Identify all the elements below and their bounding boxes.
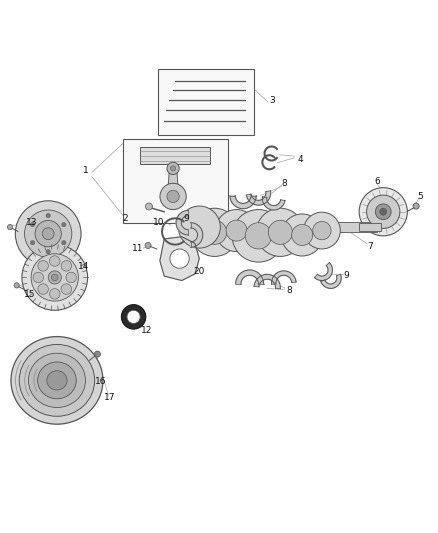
Bar — [123, 140, 228, 223]
Text: 4: 4 — [297, 155, 303, 164]
Bar — [158, 69, 254, 135]
Ellipse shape — [38, 362, 76, 399]
Circle shape — [375, 204, 391, 220]
Text: 12: 12 — [141, 326, 152, 335]
Circle shape — [245, 223, 272, 249]
Circle shape — [52, 274, 58, 281]
Text: 14: 14 — [78, 262, 89, 271]
Text: 17: 17 — [104, 393, 115, 402]
Circle shape — [178, 206, 220, 248]
Text: 16: 16 — [95, 377, 106, 386]
Circle shape — [22, 245, 88, 310]
Circle shape — [66, 272, 76, 282]
Text: 2: 2 — [122, 214, 127, 223]
Ellipse shape — [28, 353, 85, 408]
Circle shape — [167, 162, 179, 174]
Ellipse shape — [47, 371, 67, 390]
Ellipse shape — [11, 336, 103, 424]
Circle shape — [367, 195, 400, 229]
Circle shape — [127, 310, 140, 324]
Circle shape — [380, 208, 387, 215]
Circle shape — [30, 222, 35, 227]
Circle shape — [33, 272, 43, 282]
Circle shape — [62, 222, 66, 227]
Circle shape — [49, 256, 60, 266]
Text: 7: 7 — [367, 243, 373, 251]
Circle shape — [38, 284, 48, 294]
Polygon shape — [168, 165, 179, 194]
Circle shape — [281, 214, 323, 256]
Polygon shape — [262, 197, 285, 210]
Circle shape — [215, 209, 258, 252]
Circle shape — [232, 209, 285, 262]
Text: 11: 11 — [132, 245, 144, 254]
Text: 13: 13 — [26, 218, 37, 227]
Circle shape — [61, 284, 72, 294]
Circle shape — [167, 190, 179, 203]
Circle shape — [62, 240, 66, 245]
Text: 9: 9 — [183, 214, 189, 223]
Circle shape — [46, 213, 50, 218]
Text: 10: 10 — [153, 218, 164, 227]
Circle shape — [170, 166, 176, 171]
Circle shape — [268, 220, 293, 245]
Bar — [140, 147, 210, 164]
Circle shape — [145, 243, 151, 248]
Circle shape — [256, 208, 304, 256]
Polygon shape — [321, 274, 341, 288]
Polygon shape — [160, 237, 199, 280]
Circle shape — [413, 203, 419, 209]
Text: 5: 5 — [417, 192, 424, 201]
Circle shape — [313, 221, 331, 240]
Circle shape — [31, 254, 78, 301]
Polygon shape — [246, 191, 271, 205]
Circle shape — [38, 261, 48, 271]
Circle shape — [121, 304, 146, 329]
Text: 15: 15 — [24, 290, 35, 300]
Ellipse shape — [19, 344, 95, 416]
Circle shape — [30, 240, 35, 245]
Circle shape — [42, 228, 54, 239]
Circle shape — [94, 351, 100, 357]
Circle shape — [7, 224, 13, 230]
Text: 20: 20 — [194, 267, 205, 276]
Polygon shape — [191, 223, 203, 247]
Text: 3: 3 — [269, 96, 276, 106]
Circle shape — [46, 249, 50, 254]
Circle shape — [160, 183, 186, 209]
Text: 1: 1 — [82, 166, 88, 175]
Polygon shape — [236, 270, 264, 284]
Circle shape — [48, 271, 61, 284]
Polygon shape — [230, 196, 256, 209]
Circle shape — [14, 282, 19, 288]
Circle shape — [226, 220, 247, 241]
Text: 6: 6 — [374, 176, 381, 185]
Polygon shape — [254, 274, 280, 289]
Circle shape — [170, 249, 189, 268]
Polygon shape — [272, 271, 296, 284]
Circle shape — [304, 212, 340, 249]
Circle shape — [49, 288, 60, 299]
Circle shape — [292, 224, 313, 246]
Circle shape — [25, 210, 72, 257]
Text: 8: 8 — [282, 179, 288, 188]
Circle shape — [15, 201, 81, 266]
Circle shape — [359, 188, 407, 236]
Polygon shape — [176, 211, 188, 235]
Circle shape — [35, 221, 61, 247]
Polygon shape — [314, 263, 332, 280]
Bar — [193, 222, 377, 232]
Circle shape — [191, 208, 239, 256]
Text: 8: 8 — [286, 286, 292, 295]
Circle shape — [145, 203, 152, 210]
Circle shape — [61, 261, 72, 271]
Text: 9: 9 — [343, 271, 349, 280]
Circle shape — [202, 220, 227, 245]
Bar — [359, 223, 381, 231]
